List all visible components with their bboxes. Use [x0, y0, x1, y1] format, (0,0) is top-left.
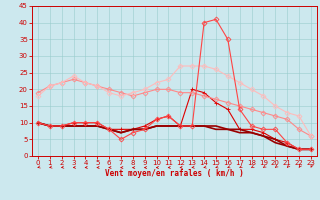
X-axis label: Vent moyen/en rafales ( km/h ): Vent moyen/en rafales ( km/h ) [105, 169, 244, 178]
